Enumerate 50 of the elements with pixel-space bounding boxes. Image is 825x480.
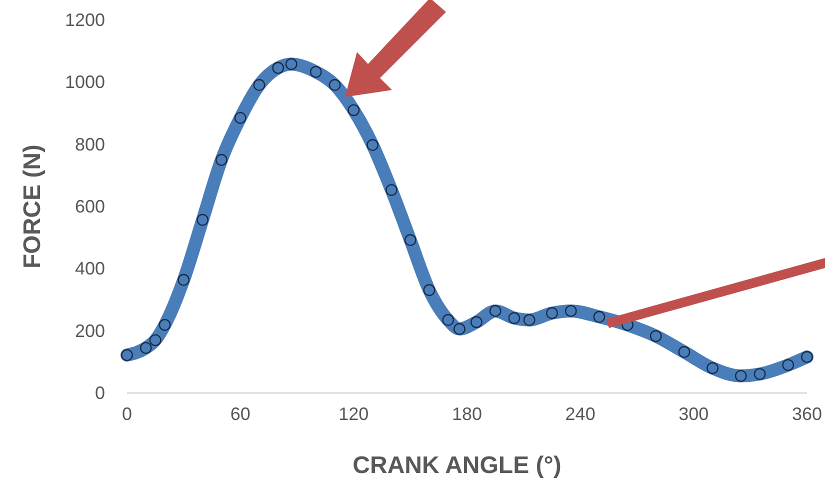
point: [140, 342, 152, 354]
point: [348, 104, 360, 116]
point: [234, 112, 246, 124]
point: [706, 362, 719, 374]
point: [385, 184, 398, 196]
point: [442, 314, 454, 326]
point: [158, 318, 171, 331]
point: [470, 316, 482, 328]
point: [801, 351, 813, 363]
y-tick-label: 800: [74, 134, 105, 154]
y-tick-label: 200: [74, 320, 105, 341]
x-tick-label: 240: [565, 404, 596, 424]
point: [564, 305, 577, 317]
x-tick-label: 360: [792, 404, 822, 424]
x-tick-label: 0: [122, 404, 132, 424]
point: [285, 58, 298, 70]
point: [754, 368, 766, 380]
point: [523, 314, 536, 326]
point: [453, 323, 466, 335]
point: [404, 234, 416, 246]
point: [489, 305, 502, 317]
point: [196, 214, 209, 226]
x-tick-label: 120: [338, 404, 369, 424]
point: [734, 370, 747, 382]
point: [782, 359, 794, 371]
x-tick-label: 60: [230, 404, 250, 424]
point: [678, 346, 690, 358]
point: [650, 330, 662, 342]
point: [508, 312, 520, 324]
y-tick-label: 400: [74, 258, 105, 279]
point: [272, 62, 284, 74]
point: [310, 66, 322, 78]
y-tick-label: 0: [94, 383, 105, 403]
point: [178, 274, 190, 286]
x-tick-label: 300: [678, 404, 709, 424]
point: [121, 349, 133, 362]
y-tick-label: 1200: [64, 10, 105, 30]
point: [546, 307, 558, 320]
point: [149, 334, 162, 346]
y-tick-label: 1000: [64, 72, 105, 92]
x-axis-title: CRANK ANGLE (°): [352, 452, 562, 479]
y-axis-title: FORCE (N): [19, 144, 46, 268]
point: [366, 139, 379, 151]
point: [328, 79, 341, 91]
point: [423, 284, 436, 296]
point: [593, 310, 606, 323]
y-tick-label: 600: [74, 196, 105, 216]
x-tick-label: 180: [452, 404, 482, 424]
point: [253, 79, 266, 91]
point: [215, 154, 228, 166]
